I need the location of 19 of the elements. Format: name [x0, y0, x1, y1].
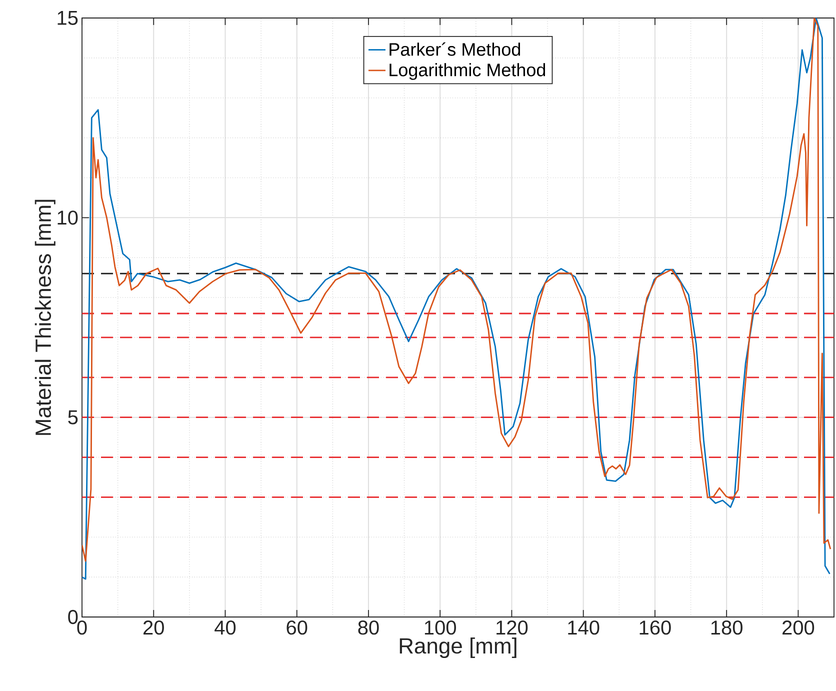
x-tick-label: 100: [424, 620, 456, 635]
x-tick-label: 120: [496, 620, 528, 635]
y-tick-label: 0: [68, 610, 78, 624]
x-tick-label: 160: [640, 620, 671, 635]
x-tick-label: 80: [358, 620, 379, 635]
x-tick-label: 60: [286, 620, 308, 635]
x-tick-label: 180: [711, 620, 742, 635]
x-axis-title: Range [mm]: [400, 638, 516, 658]
legend-label: Parker´s Method: [390, 42, 520, 56]
y-tick-label: 15: [58, 11, 78, 25]
x-tick-label: 40: [214, 620, 236, 635]
y-tick-label: 10: [58, 210, 78, 225]
x-tick-label: 200: [782, 620, 814, 635]
x-tick-label: 140: [568, 620, 600, 635]
x-tick-label: 20: [143, 620, 164, 635]
x-tick-label: 0: [77, 620, 87, 635]
y-tick-label: 5: [68, 410, 78, 424]
legend-label: Logarithmic Method: [390, 63, 546, 80]
y-axis-title: Material Thickness [mm]: [34, 200, 56, 435]
